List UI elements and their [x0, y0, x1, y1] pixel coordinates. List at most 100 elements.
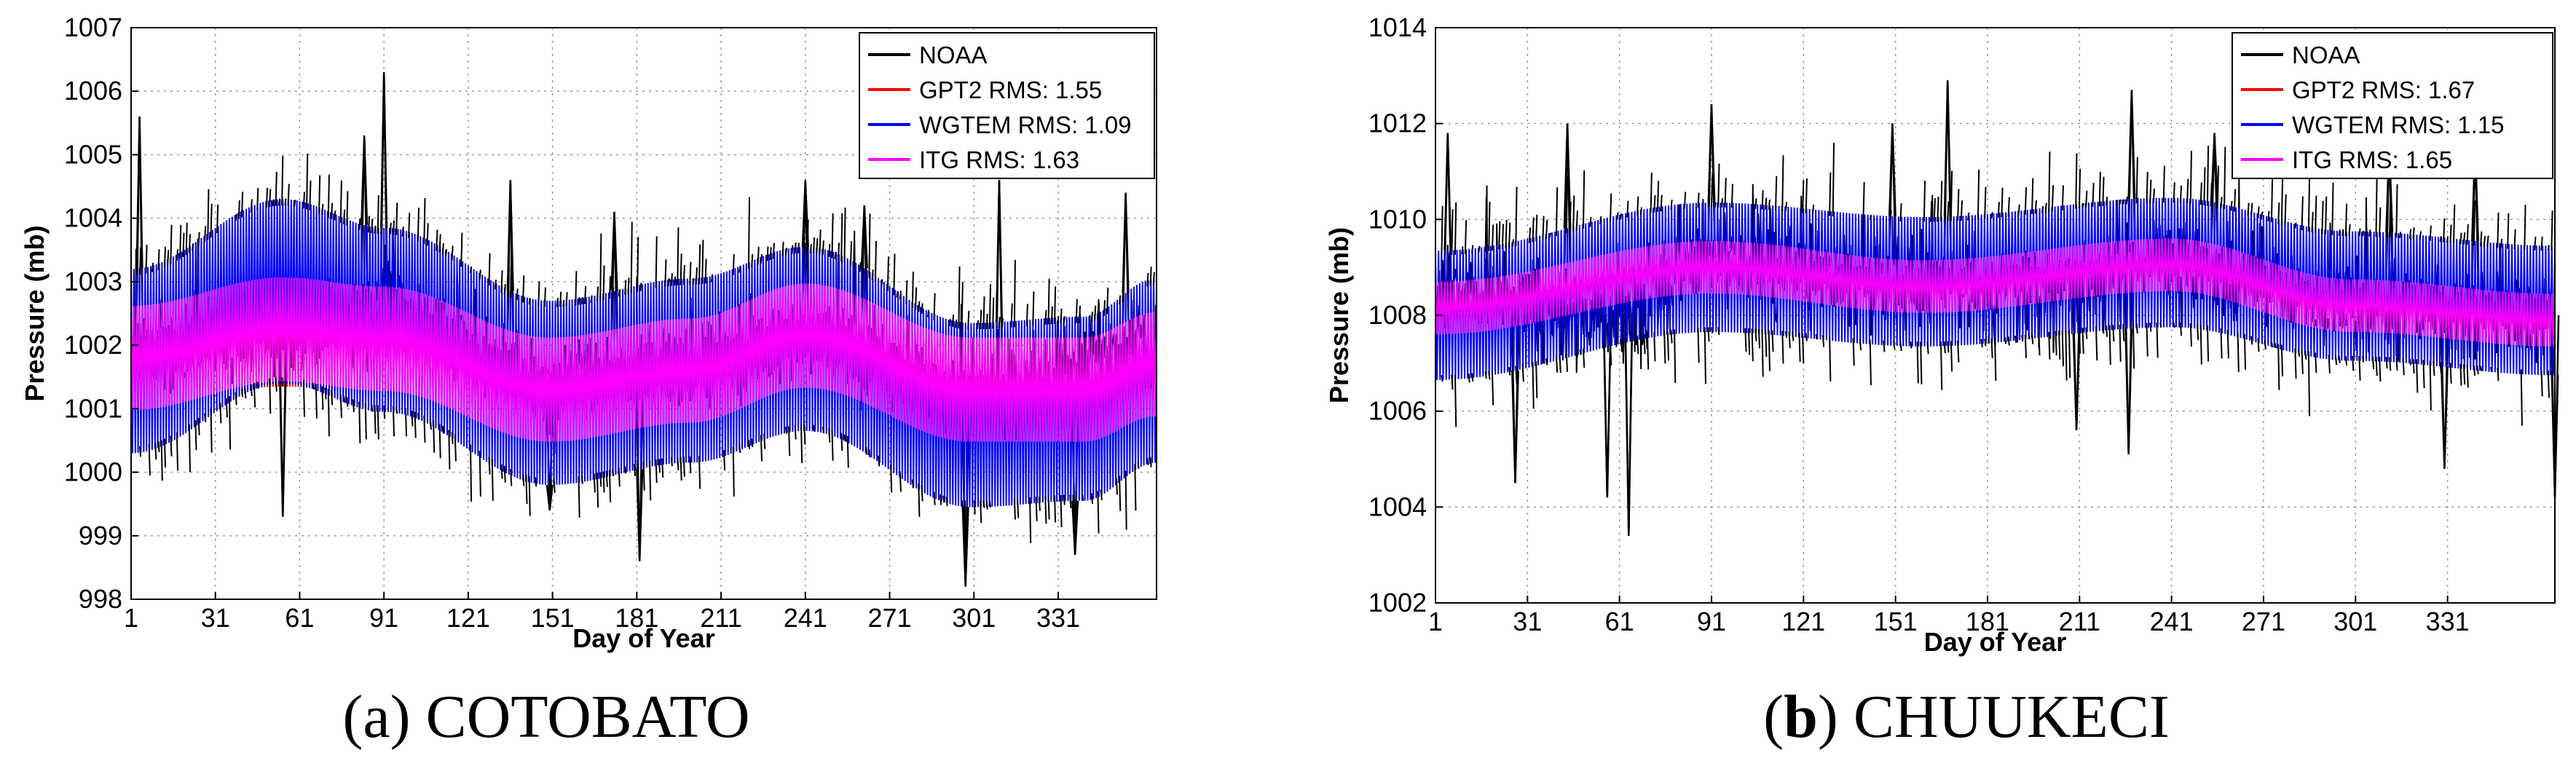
noaa-overlay-mark: [1464, 220, 1468, 254]
noaa-overlay-mark: [2429, 360, 2432, 411]
noaa-overlay-mark: [2315, 195, 2317, 233]
noaa-overlay-mark: [151, 262, 154, 272]
noaa-overlay-mark: [865, 446, 868, 455]
series-noaa-overlay: [135, 72, 1155, 587]
noaa-overlay-mark: [2095, 326, 2098, 361]
noaa-overlay-mark: [1744, 328, 1747, 352]
noaa-overlay-mark: [469, 266, 473, 274]
noaa-overlay-mark: [2159, 322, 2162, 328]
noaa-spike-overlay: [279, 383, 287, 517]
noaa-overlay-mark: [2014, 336, 2017, 343]
noaa-overlay-mark: [2146, 323, 2148, 357]
noaa-overlay-mark: [2551, 210, 2553, 251]
noaa-overlay-mark: [2379, 207, 2382, 237]
noaa-overlay-mark: [2520, 369, 2523, 426]
noaa-overlay-mark: [312, 382, 315, 390]
x-tick-label: 301: [2333, 607, 2377, 636]
noaa-overlay-mark: [670, 457, 673, 467]
noaa-overlay-mark: [2146, 171, 2148, 203]
noaa-overlay-mark: [371, 404, 374, 412]
noaa-overlay-mark: [942, 495, 945, 503]
noaa-overlay-mark: [2402, 358, 2405, 376]
noaa-overlay-mark: [692, 278, 695, 285]
noaa-overlay-mark: [927, 309, 930, 317]
noaa-overlay-mark: [2068, 329, 2071, 378]
noaa-overlay-mark: [2534, 237, 2537, 250]
noaa-overlay-mark: [2328, 354, 2331, 374]
noaa-overlay-mark: [766, 246, 769, 261]
y-tick-label: 1004: [64, 203, 122, 233]
x-tick-label: 181: [1966, 607, 2009, 636]
noaa-overlay-mark: [1832, 143, 1835, 217]
legend-label-wgtem: WGTEM RMS: 1.09: [919, 111, 1132, 138]
noaa-overlay-mark: [1468, 373, 1470, 383]
noaa-overlay-mark: [2321, 200, 2324, 234]
noaa-overlay-mark: [2500, 238, 2503, 248]
y-tick-label: 1005: [64, 139, 122, 169]
noaa-overlay-mark: [800, 425, 803, 464]
noaa-overlay-mark: [1910, 341, 1913, 349]
noaa-overlay-mark: [2513, 229, 2516, 250]
noaa-overlay-mark: [2055, 331, 2057, 356]
series-noaa-overlay: [1441, 80, 2559, 536]
legend-label-wgtem: WGTEM RMS: 1.15: [2292, 111, 2505, 138]
noaa-overlay-mark: [451, 245, 454, 261]
x-tick-label: 31: [201, 603, 230, 633]
noaa-overlay-mark: [2408, 358, 2412, 366]
noaa-overlay-mark: [2250, 336, 2253, 345]
noaa-overlay-mark: [1528, 227, 1532, 243]
noaa-overlay-mark: [1660, 194, 1663, 212]
noaa-overlay-mark: [980, 309, 982, 330]
y-tick-label: 1000: [64, 457, 122, 487]
noaa-overlay-mark: [1947, 341, 1950, 353]
noaa-overlay-mark: [2315, 352, 2317, 373]
noaa-overlay-mark: [1784, 331, 1788, 339]
noaa-overlay-mark: [562, 299, 565, 307]
noaa-overlay-mark: [1663, 331, 1666, 364]
noaa-overlay-mark: [1047, 278, 1050, 325]
noaa-overlay-mark: [2135, 323, 2138, 334]
noaa-overlay-mark: [840, 433, 843, 451]
noaa-overlay-mark: [1063, 316, 1066, 324]
noaa-spike-overlay: [506, 180, 514, 291]
noaa-overlay-mark: [760, 435, 763, 462]
caption-panel-letter: b: [1784, 683, 1818, 751]
noaa-overlay-mark: [1960, 200, 1963, 221]
noaa-spike-overlay: [2124, 328, 2133, 454]
noaa-overlay-mark: [637, 237, 639, 292]
noaa-overlay-mark: [197, 417, 200, 435]
noaa-overlay-mark: [2371, 356, 2375, 370]
noaa-overlay-mark: [2462, 364, 2466, 385]
noaa-overlay-mark: [698, 244, 701, 285]
noaa-overlay-mark: [1559, 355, 1561, 374]
noaa-overlay-mark: [379, 227, 383, 234]
noaa-overlay-mark: [2408, 229, 2412, 240]
noaa-overlay-mark: [772, 242, 775, 259]
noaa-overlay-mark: [240, 388, 244, 398]
noaa-overlay-mark: [2149, 179, 2152, 203]
noaa-overlay-mark: [392, 406, 395, 437]
noaa-overlay-mark: [235, 214, 237, 221]
noaa-overlay-mark: [828, 244, 831, 257]
noaa-overlay-mark: [219, 402, 222, 424]
noaa-overlay-mark: [185, 222, 188, 256]
noaa-overlay-mark: [1639, 207, 1642, 216]
noaa-overlay-mark: [522, 473, 525, 486]
noaa-overlay-mark: [961, 282, 964, 329]
noaa-overlay-mark: [1119, 295, 1122, 305]
noaa-overlay-mark: [1937, 197, 1939, 222]
noaa-overlay-mark: [2206, 146, 2210, 206]
noaa-overlay-mark: [859, 261, 862, 272]
noaa-overlay-mark: [921, 303, 923, 315]
y-axis-ticks: 1002 1004 1006 1008 1010 1012 1014: [1368, 12, 1443, 617]
x-tick-label: 61: [1605, 607, 1634, 636]
noaa-overlay-mark: [2304, 350, 2307, 360]
noaa-spike-overlay: [1624, 341, 1633, 536]
noaa-overlay-mark: [1060, 308, 1063, 324]
noaa-overlay-mark: [2368, 229, 2371, 237]
noaa-overlay-mark: [2065, 329, 2068, 381]
noaa-overlay-mark: [469, 444, 473, 502]
caption-chuukeci: (b) CHUUKECI: [1763, 683, 2170, 751]
noaa-overlay-mark: [2119, 324, 2122, 362]
